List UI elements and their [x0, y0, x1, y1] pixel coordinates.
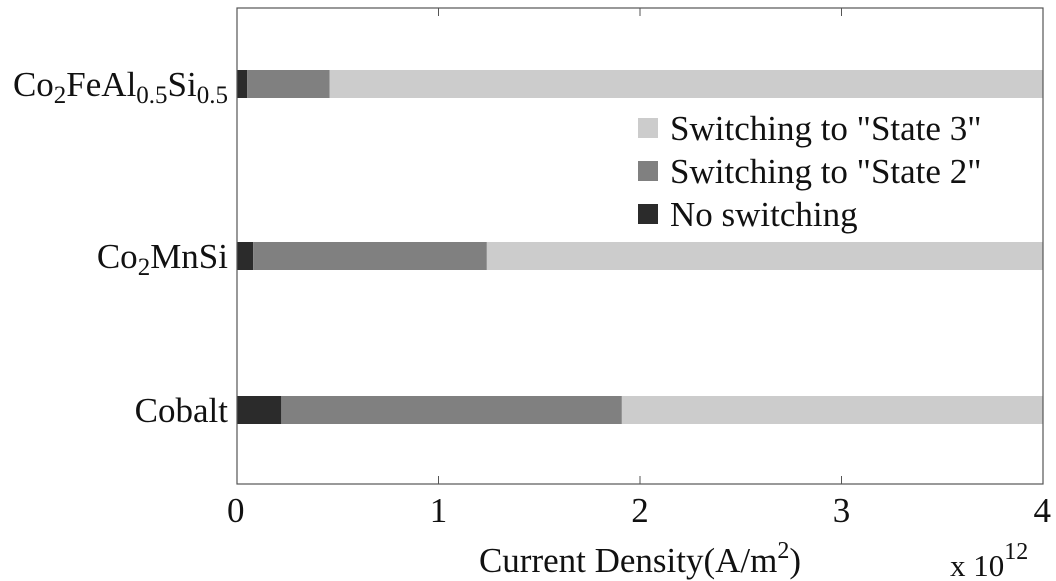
x-axis-label: Current Density(A/m2) [479, 538, 801, 580]
bar-segment [253, 242, 487, 270]
x-tick-label: 1 [430, 491, 448, 530]
legend-swatch [638, 161, 658, 181]
bar-segment [247, 70, 330, 98]
bar-segment [486, 242, 1043, 270]
bar-segment [237, 70, 248, 98]
x-axis-ticks: 0 1 2 3 4 [227, 8, 1051, 530]
bar-segment [237, 242, 254, 270]
legend-label: No switching [670, 195, 858, 234]
bar-segment [329, 70, 1043, 98]
bar-segment [237, 396, 282, 424]
legend: Switching to "State 3" Switching to "Stat… [638, 109, 981, 234]
exponent-power: 12 [1004, 539, 1028, 565]
y-tick-label: Co2MnSi [97, 237, 228, 281]
bar-segment [281, 396, 622, 424]
x-axis-label-superscript: 2 [777, 538, 789, 564]
x-axis-label-main: Current Density(A/m [479, 541, 777, 580]
legend-swatch [638, 204, 658, 224]
y-tick-label: Co2FeAl0.5Si0.5 [13, 65, 228, 109]
bars-group [237, 70, 1043, 424]
legend-label: Switching to "State 2" [670, 152, 981, 191]
x-tick-label: 3 [833, 491, 851, 530]
x-axis-exponent: x 1012 [950, 539, 1028, 581]
bar-segment [621, 396, 1043, 424]
y-axis-labels: Co2FeAl0.5Si0.5 Co2MnSi Cobalt [13, 65, 228, 430]
y-tick-label: Cobalt [135, 391, 229, 430]
x-tick-label: 2 [631, 491, 649, 530]
legend-label: Switching to "State 3" [670, 109, 981, 148]
x-axis-label-tail: ) [789, 541, 801, 580]
x-tick-label: 0 [227, 491, 245, 530]
legend-swatch [638, 118, 658, 138]
x-tick-label: 4 [1034, 491, 1052, 530]
exponent-base: x 10 [950, 548, 1004, 581]
